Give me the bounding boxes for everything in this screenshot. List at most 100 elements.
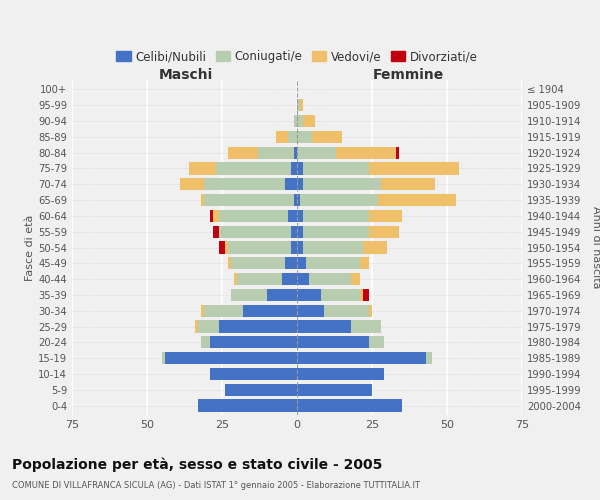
Bar (297, 384, 372, 396)
Bar (297, 273, 309, 285)
Bar (219, 242, 297, 254)
Bar (297, 257, 369, 270)
Text: COMUNE DI VILLAFRANCA SICULA (AG) - Dati ISTAT 1° gennaio 2005 - Elaborazione TU: COMUNE DI VILLAFRANCA SICULA (AG) - Dati… (12, 481, 420, 490)
Bar (162, 352, 297, 364)
Bar (297, 273, 360, 285)
Bar (201, 194, 297, 206)
Bar (201, 336, 297, 348)
Bar (225, 384, 297, 396)
Bar (282, 273, 297, 285)
Bar (297, 146, 399, 159)
Bar (297, 400, 402, 411)
Bar (297, 368, 384, 380)
Bar (288, 210, 297, 222)
Y-axis label: Anni di nascita: Anni di nascita (591, 206, 600, 289)
Bar (231, 257, 297, 270)
Bar (297, 336, 384, 348)
Bar (195, 320, 297, 332)
Bar (297, 178, 435, 190)
Bar (297, 368, 384, 380)
Bar (225, 384, 297, 396)
Bar (297, 352, 426, 364)
Text: Femmine: Femmine (373, 68, 443, 82)
Bar (225, 384, 297, 396)
Bar (297, 368, 384, 380)
Bar (297, 288, 360, 301)
Bar (267, 288, 297, 301)
Bar (297, 115, 315, 127)
Bar (204, 194, 297, 206)
Bar (276, 130, 297, 143)
Bar (297, 368, 384, 380)
Bar (297, 384, 372, 396)
Bar (225, 384, 297, 396)
Bar (285, 178, 297, 190)
Bar (210, 336, 297, 348)
Bar (297, 242, 303, 254)
Bar (297, 273, 360, 285)
Bar (201, 304, 297, 317)
Bar (297, 273, 351, 285)
Bar (297, 320, 381, 332)
Bar (297, 352, 432, 364)
Text: Popolazione per età, sesso e stato civile - 2005: Popolazione per età, sesso e stato civil… (12, 458, 382, 472)
Bar (291, 162, 297, 174)
Bar (297, 320, 381, 332)
Bar (297, 352, 432, 364)
Bar (297, 210, 402, 222)
Bar (297, 352, 432, 364)
Bar (297, 304, 324, 317)
Bar (297, 304, 369, 317)
Bar (225, 242, 297, 254)
Bar (243, 304, 297, 317)
Bar (210, 368, 297, 380)
Bar (297, 99, 303, 112)
Text: Maschi: Maschi (159, 68, 213, 82)
Bar (297, 304, 372, 317)
Bar (231, 288, 297, 301)
Bar (285, 257, 297, 270)
Bar (297, 162, 303, 174)
Bar (219, 226, 297, 238)
Bar (189, 162, 297, 174)
Bar (294, 115, 297, 127)
Bar (219, 210, 297, 222)
Bar (228, 257, 297, 270)
Y-axis label: Fasce di età: Fasce di età (25, 214, 35, 280)
Bar (234, 273, 297, 285)
Bar (291, 226, 297, 238)
Bar (180, 178, 297, 190)
Bar (297, 226, 303, 238)
Bar (297, 130, 342, 143)
Bar (297, 194, 378, 206)
Bar (297, 257, 369, 270)
Bar (297, 288, 369, 301)
Bar (297, 162, 369, 174)
Bar (297, 226, 399, 238)
Bar (294, 146, 297, 159)
Bar (297, 257, 306, 270)
Bar (297, 242, 387, 254)
Bar (297, 178, 303, 190)
Bar (198, 400, 297, 411)
Bar (297, 178, 435, 190)
Bar (297, 130, 312, 143)
Bar (231, 288, 297, 301)
Bar (297, 384, 372, 396)
Bar (294, 115, 297, 127)
Bar (297, 210, 303, 222)
Bar (297, 288, 321, 301)
Bar (297, 178, 381, 190)
Bar (198, 320, 297, 332)
Bar (297, 99, 303, 112)
Bar (297, 288, 363, 301)
Bar (297, 320, 351, 332)
Bar (297, 336, 384, 348)
Bar (297, 304, 372, 317)
Bar (231, 288, 297, 301)
Bar (198, 400, 297, 411)
Bar (294, 115, 297, 127)
Bar (297, 194, 300, 206)
Bar (297, 194, 456, 206)
Bar (297, 336, 384, 348)
